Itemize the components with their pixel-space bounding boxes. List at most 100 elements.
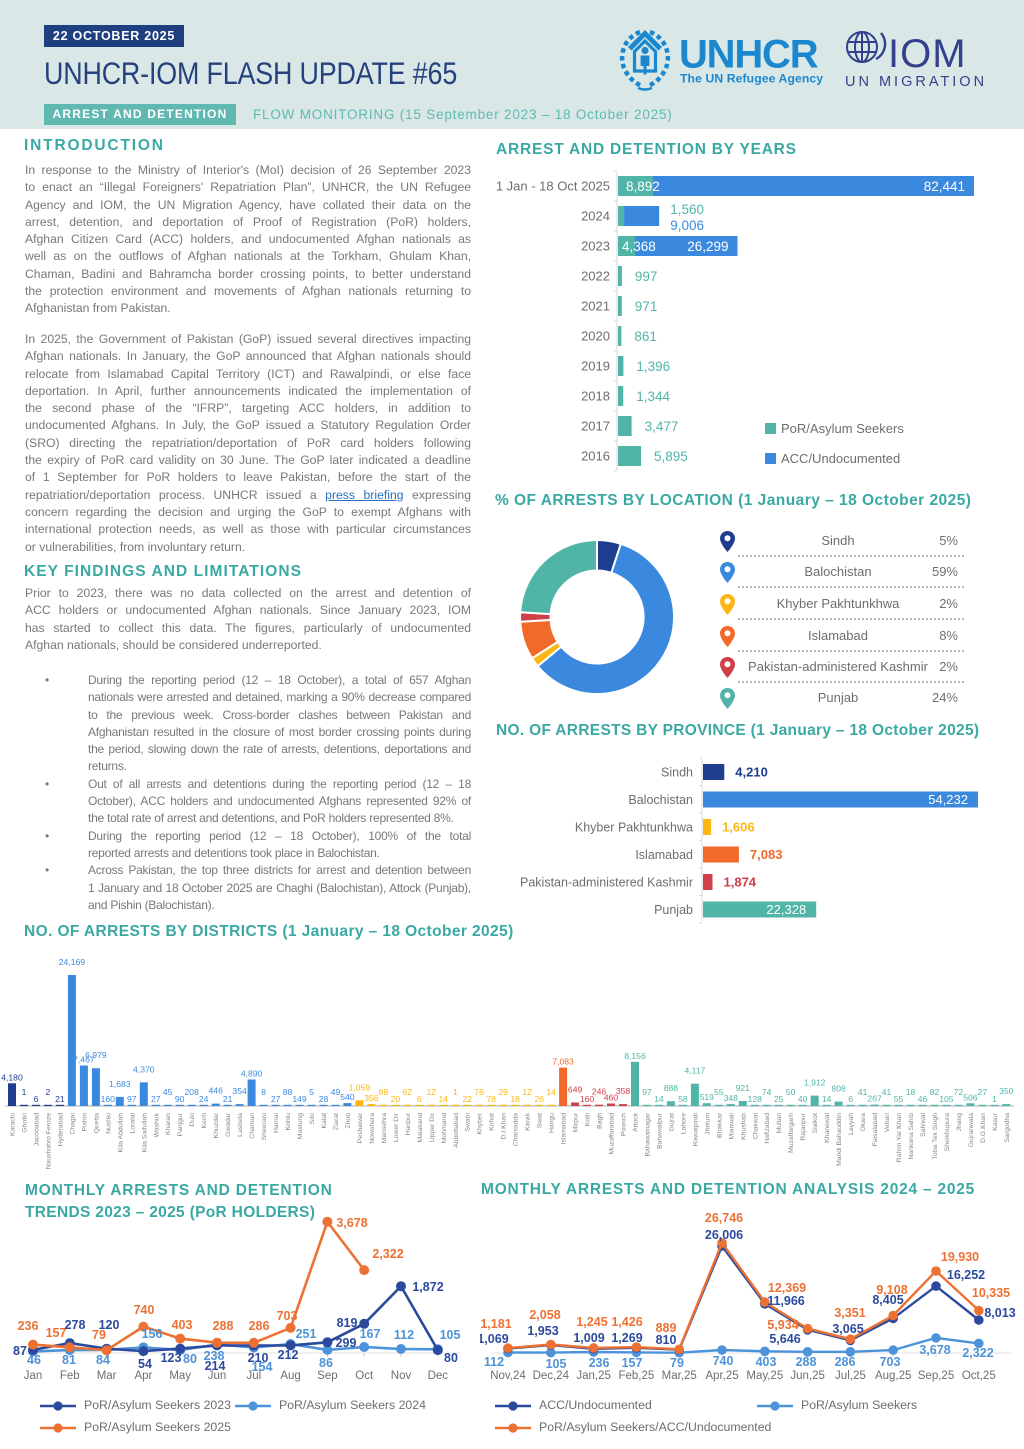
svg-text:112: 112 xyxy=(394,1328,414,1342)
svg-text:UN MIGRATION: UN MIGRATION xyxy=(845,74,985,88)
svg-text:Oct,25: Oct,25 xyxy=(962,1370,996,1382)
svg-text:82: 82 xyxy=(930,1087,940,1097)
svg-text:4,117: 4,117 xyxy=(684,1066,705,1076)
svg-text:1 Jan - 18 Oct 2025: 1 Jan - 18 Oct 2025 xyxy=(496,179,610,194)
svg-text:Sheikhupura: Sheikhupura xyxy=(944,1113,951,1151)
svg-text:79: 79 xyxy=(92,1328,106,1342)
svg-text:Mirpur: Mirpur xyxy=(573,1112,580,1132)
svg-text:2,058: 2,058 xyxy=(529,1308,560,1322)
svg-text:IOM: IOM xyxy=(888,32,967,76)
svg-text:Jul,25: Jul,25 xyxy=(835,1370,866,1382)
svg-text:2,322: 2,322 xyxy=(962,1346,993,1360)
svg-text:6: 6 xyxy=(417,1094,422,1104)
svg-text:5,934: 5,934 xyxy=(767,1318,798,1332)
svg-text:Khyber Pakhtunkhwa: Khyber Pakhtunkhwa xyxy=(575,821,693,835)
svg-text:Chaman: Chaman xyxy=(249,1113,256,1139)
svg-text:286: 286 xyxy=(835,1355,856,1369)
svg-text:288: 288 xyxy=(213,1319,234,1333)
svg-text:Kila Saifullah: Kila Saifullah xyxy=(141,1113,148,1153)
svg-text:Aug: Aug xyxy=(280,1370,300,1382)
svg-text:236: 236 xyxy=(589,1356,610,1370)
svg-text:Kohlu: Kohlu xyxy=(285,1113,292,1131)
svg-text:238: 238 xyxy=(204,1349,225,1363)
svg-text:9,108: 9,108 xyxy=(876,1283,907,1297)
svg-text:14: 14 xyxy=(546,1087,556,1097)
svg-text:Islamabad: Islamabad xyxy=(635,848,693,862)
svg-text:14: 14 xyxy=(822,1094,832,1104)
svg-text:18: 18 xyxy=(510,1094,520,1104)
svg-text:1,059: 1,059 xyxy=(349,1082,371,1092)
svg-text:Khuzdar: Khuzdar xyxy=(213,1112,220,1138)
svg-text:D.I.Khan: D.I.Khan xyxy=(501,1113,508,1140)
svg-text:149: 149 xyxy=(292,1094,307,1104)
svg-text:Charsadda: Charsadda xyxy=(513,1113,520,1146)
svg-text:14: 14 xyxy=(654,1094,664,1104)
svg-text:Rahim Yar Khan: Rahim Yar Khan xyxy=(896,1113,903,1162)
svg-text:54: 54 xyxy=(138,1357,152,1371)
svg-text:2024: 2024 xyxy=(581,209,610,224)
svg-text:Ghotki: Ghotki xyxy=(22,1113,29,1133)
svg-text:Nushki: Nushki xyxy=(105,1113,112,1134)
svg-text:997: 997 xyxy=(635,269,658,284)
svg-text:5,646: 5,646 xyxy=(769,1332,800,1346)
svg-text:Swat: Swat xyxy=(537,1113,544,1128)
svg-text:Feb,25: Feb,25 xyxy=(618,1370,654,1382)
svg-text:Kharan: Kharan xyxy=(165,1113,172,1135)
svg-text:Sahiwal: Sahiwal xyxy=(920,1113,927,1137)
svg-text:160: 160 xyxy=(580,1094,595,1104)
svg-text:1,560: 1,560 xyxy=(670,202,704,217)
svg-text:Sheerani: Sheerani xyxy=(261,1113,268,1141)
svg-text:20: 20 xyxy=(391,1094,401,1104)
svg-text:Karachi: Karachi xyxy=(10,1113,17,1137)
svg-text:Nowshera: Nowshera xyxy=(369,1113,376,1144)
svg-text:246: 246 xyxy=(592,1087,607,1097)
svg-text:82,441: 82,441 xyxy=(924,179,965,194)
svg-text:Naushahro Feroze: Naushahro Feroze xyxy=(45,1113,52,1170)
svg-text:Washuk: Washuk xyxy=(153,1112,160,1137)
svg-text:Jul: Jul xyxy=(246,1370,261,1382)
svg-text:Apr,25: Apr,25 xyxy=(705,1370,738,1382)
svg-text:267: 267 xyxy=(867,1094,882,1104)
svg-text:Rawalpindi: Rawalpindi xyxy=(692,1113,699,1147)
svg-text:Vehari: Vehari xyxy=(884,1113,891,1133)
svg-text:Sep,25: Sep,25 xyxy=(918,1370,954,1382)
svg-text:1,606: 1,606 xyxy=(722,820,755,835)
svg-text:14: 14 xyxy=(439,1094,449,1104)
svg-text:157: 157 xyxy=(46,1326,67,1340)
svg-text:286: 286 xyxy=(249,1319,270,1333)
svg-text:26,006: 26,006 xyxy=(705,1228,743,1242)
svg-text:46: 46 xyxy=(27,1353,41,1367)
svg-text:80: 80 xyxy=(183,1352,197,1366)
svg-text:Sargodha: Sargodha xyxy=(1004,1113,1011,1143)
svg-text:76: 76 xyxy=(474,1087,484,1097)
svg-text:87: 87 xyxy=(13,1344,27,1358)
svg-text:Abbottabad: Abbottabad xyxy=(453,1113,460,1148)
svg-text:354: 354 xyxy=(232,1086,247,1096)
svg-text:86: 86 xyxy=(319,1356,333,1370)
svg-text:6,979: 6,979 xyxy=(85,1050,107,1060)
svg-text:Bahawalpur: Bahawalpur xyxy=(656,1112,663,1149)
svg-text:7,083: 7,083 xyxy=(552,1057,574,1067)
svg-text:Khanewal: Khanewal xyxy=(824,1113,831,1143)
svg-text:2: 2 xyxy=(46,1087,51,1097)
svg-text:12: 12 xyxy=(522,1087,532,1097)
svg-text:49: 49 xyxy=(331,1087,341,1097)
svg-text:1,269: 1,269 xyxy=(611,1331,642,1345)
svg-text:May,25: May,25 xyxy=(746,1370,783,1382)
svg-text:819: 819 xyxy=(337,1316,358,1330)
svg-text:46: 46 xyxy=(918,1094,928,1104)
svg-text:79: 79 xyxy=(670,1356,684,1370)
svg-text:4,370: 4,370 xyxy=(133,1064,155,1074)
svg-text:27: 27 xyxy=(271,1094,281,1104)
svg-text:1,069: 1,069 xyxy=(480,1332,509,1346)
svg-text:2023: 2023 xyxy=(581,239,610,254)
svg-text:214: 214 xyxy=(205,1359,226,1373)
svg-text:55: 55 xyxy=(714,1087,724,1097)
svg-text:4,180: 4,180 xyxy=(1,1072,23,1082)
svg-text:403: 403 xyxy=(172,1318,193,1332)
svg-text:Nankana Sahib: Nankana Sahib xyxy=(908,1113,915,1160)
svg-text:1,009: 1,009 xyxy=(573,1331,604,1345)
svg-text:519: 519 xyxy=(700,1092,715,1102)
svg-text:1: 1 xyxy=(992,1094,997,1104)
svg-text:Feb: Feb xyxy=(60,1370,80,1382)
